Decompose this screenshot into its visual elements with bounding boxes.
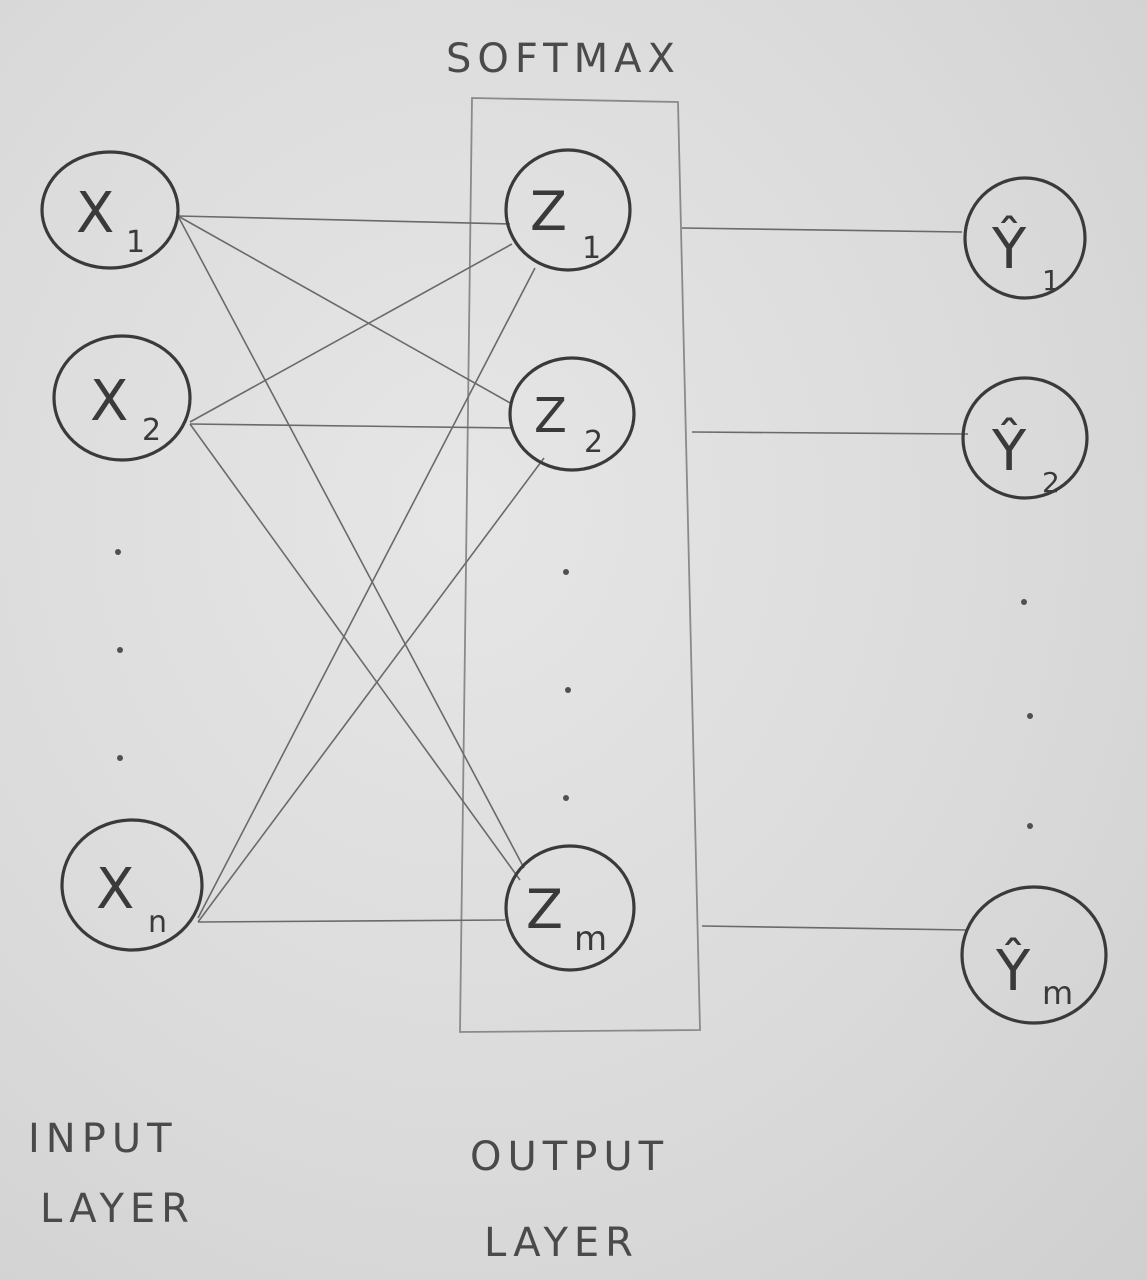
input-node-x1: X 1 (40, 150, 180, 270)
input-node-x2: X 2 (52, 334, 192, 462)
output-layer-label-line1: OUTPUT (470, 1134, 669, 1180)
input-layer-label-line1: INPUT (28, 1116, 178, 1162)
edge-xn-z2 (197, 457, 545, 923)
edge-x1-zm (177, 215, 525, 869)
output-node-zm: Z m (504, 844, 636, 972)
node-subscript: 2 (1042, 466, 1060, 499)
node-subscript: m (574, 919, 607, 959)
node-subscript: 1 (126, 225, 145, 260)
node-symbol: X (76, 181, 114, 246)
node-subscript: 2 (584, 425, 603, 460)
edge-z1-y1 (681, 227, 963, 233)
input-layer-label-line2: LAYER (40, 1186, 195, 1232)
node-subscript: n (148, 905, 167, 940)
edge-xn-z1 (197, 267, 536, 919)
prediction-node-y2: Ŷ 2 (961, 376, 1089, 500)
node-symbol: Ŷ (995, 939, 1031, 1004)
input-ellipsis-dots (115, 549, 123, 761)
node-symbol: Ŷ (991, 217, 1027, 282)
output-node-z1: Z 1 (504, 148, 632, 272)
edge-x2-zm (189, 423, 521, 881)
input-node-xn: X n (60, 818, 204, 952)
connections-output-prediction (681, 227, 969, 931)
prediction-ellipsis-dots (1021, 599, 1033, 829)
connections-input-output (177, 215, 545, 923)
output-node-z2: Z 2 (508, 356, 636, 472)
node-symbol: Ŷ (991, 419, 1027, 484)
prediction-node-ym: Ŷ m (960, 885, 1108, 1025)
edge-xn-zm (197, 919, 506, 923)
edge-z2-y2 (691, 431, 969, 435)
node-subscript: 1 (582, 231, 601, 266)
output-layer-label-line2: LAYER (484, 1220, 639, 1266)
node-subscript: 1 (1042, 264, 1060, 297)
softmax-box (459, 97, 701, 1033)
softmax-title: SOFTMAX (446, 36, 681, 82)
edge-x2-z1 (189, 243, 513, 423)
edge-x1-z2 (177, 215, 513, 405)
output-ellipsis-dots (563, 569, 571, 801)
node-symbol: X (90, 369, 128, 434)
edge-x1-z1 (177, 215, 511, 225)
node-symbol: Z (526, 878, 563, 941)
prediction-node-y1: Ŷ 1 (963, 176, 1087, 300)
edge-zm-ym (701, 925, 969, 931)
node-symbol: X (96, 857, 134, 922)
node-symbol: Z (530, 180, 567, 243)
node-subscript: m (1042, 974, 1073, 1012)
edge-x2-z2 (189, 423, 513, 429)
node-subscript: 2 (142, 413, 161, 448)
node-symbol: Z (534, 388, 567, 444)
